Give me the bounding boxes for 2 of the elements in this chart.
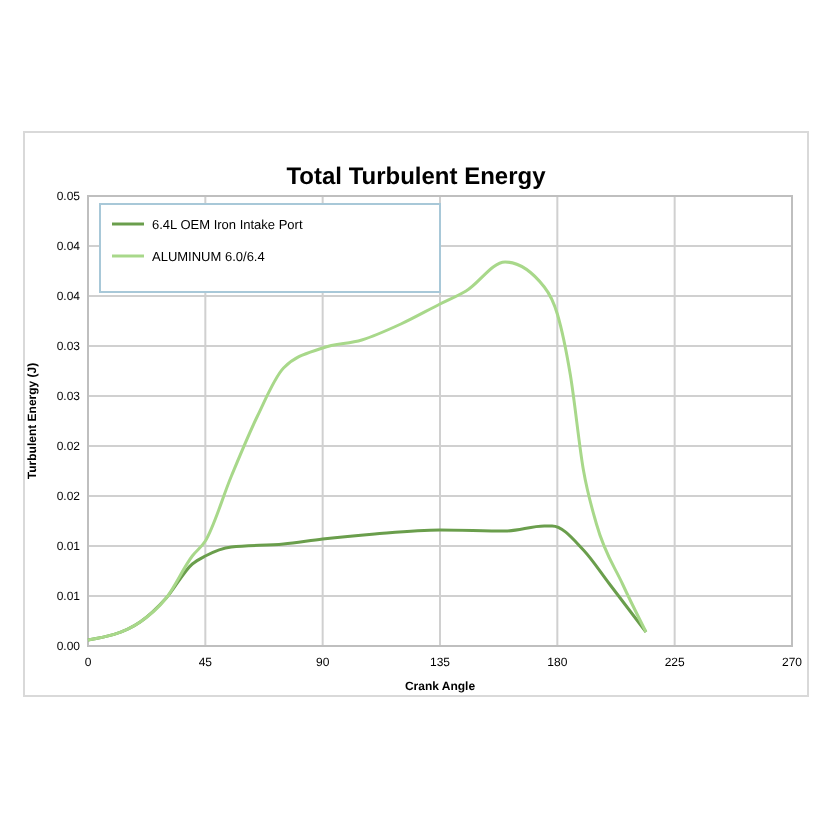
chart-title: Total Turbulent Energy xyxy=(286,162,547,190)
line-series xyxy=(86,260,648,642)
